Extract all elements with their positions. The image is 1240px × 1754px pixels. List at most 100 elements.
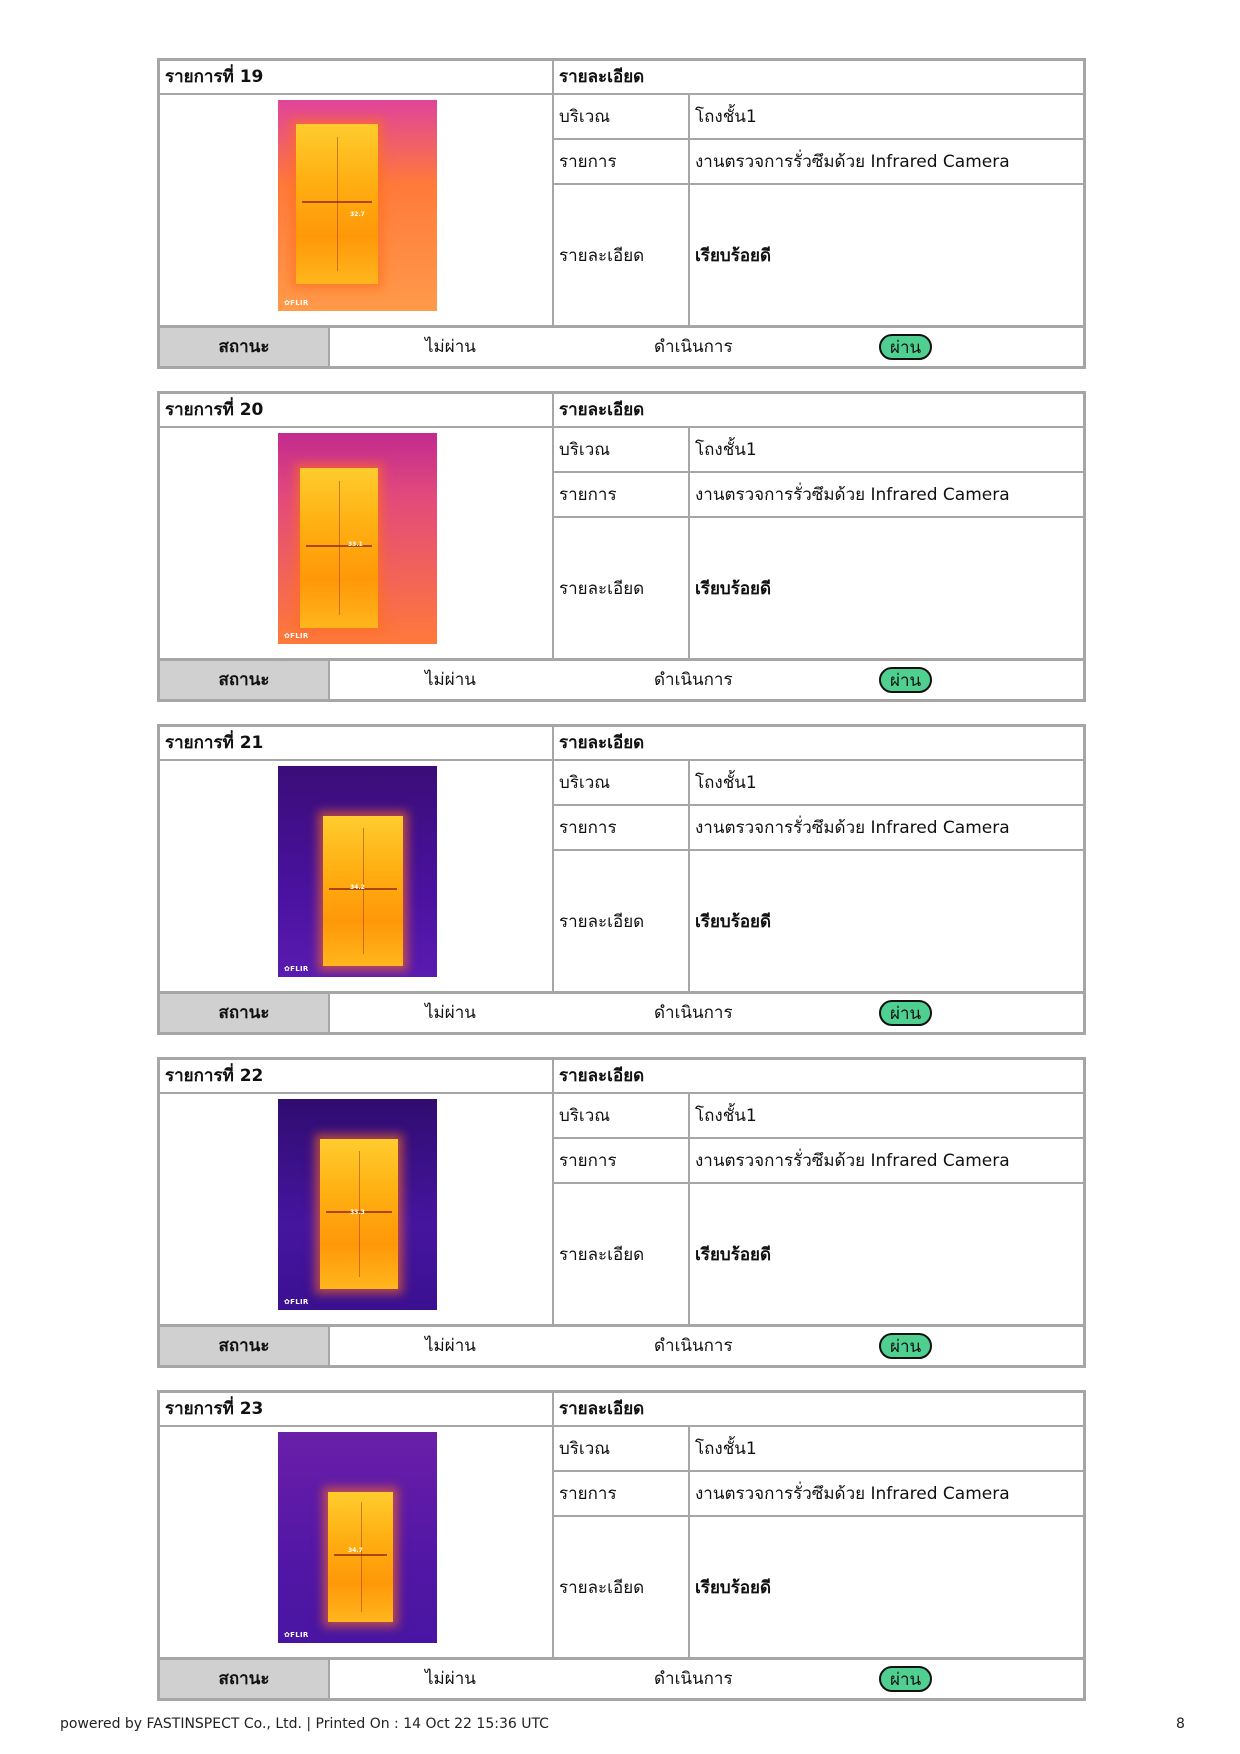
inspection-record: รายการที่ 20 รายละเอียด 33.1 ✿FLIR บริเว… (157, 391, 1086, 702)
flir-icon: ✿ (284, 965, 291, 973)
thermal-image[interactable]: 32.7 ✿FLIR (278, 100, 437, 311)
status-row: สถานะ ไม่ผ่าน ดำเนินการ ผ่าน (160, 991, 1083, 1032)
status-row: สถานะ ไม่ผ่าน ดำเนินการ ผ่าน (160, 325, 1083, 366)
details-header: รายละเอียด (554, 1393, 1083, 1427)
status-option-pass[interactable]: ผ่าน (879, 667, 933, 693)
thermal-hotspot (328, 1492, 393, 1622)
record-title: รายการที่ 22 (160, 1060, 554, 1094)
flir-logo: ✿FLIR (284, 632, 309, 640)
status-row: สถานะ ไม่ผ่าน ดำเนินการ ผ่าน (160, 658, 1083, 699)
thermal-image[interactable]: 33.1 ✿FLIR (278, 433, 437, 644)
item-label: รายการ (554, 806, 690, 849)
status-option-fail[interactable]: ไม่ผ่าน (425, 337, 476, 357)
status-label: สถานะ (160, 328, 330, 366)
detail-row: รายละเอียด เรียบร้อยดี (554, 851, 1083, 991)
status-option-pass[interactable]: ผ่าน (879, 334, 933, 360)
temperature-readout: 33.3 (350, 1209, 365, 1216)
area-label: บริเวณ (554, 95, 690, 138)
item-label: รายการ (554, 473, 690, 516)
inspection-record: รายการที่ 22 รายละเอียด 33.3 ✿FLIR บริเว… (157, 1057, 1086, 1368)
record-title: รายการที่ 21 (160, 727, 554, 761)
temperature-readout: 32.7 (350, 211, 365, 218)
record-title: รายการที่ 19 (160, 61, 554, 95)
status-option-in-progress[interactable]: ดำเนินการ (654, 670, 733, 690)
item-value: งานตรวจการรั่วซึมด้วย Infrared Camera (695, 1151, 1010, 1171)
detail-row: รายละเอียด เรียบร้อยดี (554, 185, 1083, 325)
item-row: รายการ งานตรวจการรั่วซึมด้วย Infrared Ca… (554, 806, 1083, 851)
photo-cell: 33.3 ✿FLIR (160, 1094, 554, 1324)
flir-brand: FLIR (290, 299, 309, 307)
flir-logo: ✿FLIR (284, 965, 309, 973)
status-option-fail[interactable]: ไม่ผ่าน (425, 1336, 476, 1356)
status-option-pass[interactable]: ผ่าน (879, 1000, 933, 1026)
flir-logo: ✿FLIR (284, 1298, 309, 1306)
area-value: โถงชั้น1 (695, 773, 757, 793)
status-option-pass[interactable]: ผ่าน (879, 1666, 933, 1692)
area-value: โถงชั้น1 (695, 107, 757, 127)
flir-icon: ✿ (284, 299, 291, 307)
temperature-readout: 34.2 (350, 884, 365, 891)
area-row: บริเวณ โถงชั้น1 (554, 1427, 1083, 1472)
status-label: สถานะ (160, 1660, 330, 1698)
flir-icon: ✿ (284, 1631, 291, 1639)
area-label: บริเวณ (554, 1427, 690, 1470)
status-option-fail[interactable]: ไม่ผ่าน (425, 1003, 476, 1023)
flir-brand: FLIR (290, 1298, 309, 1306)
detail-label: รายละเอียด (554, 518, 690, 658)
thermal-hotspot (296, 124, 378, 284)
area-row: บริเวณ โถงชั้น1 (554, 761, 1083, 806)
status-label: สถานะ (160, 661, 330, 699)
area-label: บริเวณ (554, 1094, 690, 1137)
temperature-readout: 33.1 (348, 541, 363, 548)
item-value: งานตรวจการรั่วซึมด้วย Infrared Camera (695, 1484, 1010, 1504)
area-label: บริเวณ (554, 761, 690, 804)
flir-icon: ✿ (284, 632, 291, 640)
area-row: บริเวณ โถงชั้น1 (554, 95, 1083, 140)
thermal-image[interactable]: 34.2 ✿FLIR (278, 766, 437, 977)
status-option-fail[interactable]: ไม่ผ่าน (425, 1669, 476, 1689)
page-number: 8 (1176, 1716, 1185, 1732)
status-option-in-progress[interactable]: ดำเนินการ (654, 1336, 733, 1356)
detail-value: เรียบร้อยดี (695, 578, 772, 599)
details-header: รายละเอียด (554, 1060, 1083, 1094)
photo-cell: 33.1 ✿FLIR (160, 428, 554, 658)
flir-brand: FLIR (290, 632, 309, 640)
thermal-hotspot (320, 1139, 398, 1289)
status-option-in-progress[interactable]: ดำเนินการ (654, 337, 733, 357)
thermal-image[interactable]: 34.7 ✿FLIR (278, 1432, 437, 1643)
status-option-pass[interactable]: ผ่าน (879, 1333, 933, 1359)
item-label: รายการ (554, 1472, 690, 1515)
thermal-hotspot (323, 816, 403, 966)
details-header: รายละเอียด (554, 727, 1083, 761)
detail-label: รายละเอียด (554, 1184, 690, 1324)
footer-text: powered by FASTINSPECT Co., Ltd. | Print… (60, 1716, 549, 1732)
thermal-image[interactable]: 33.3 ✿FLIR (278, 1099, 437, 1310)
item-value: งานตรวจการรั่วซึมด้วย Infrared Camera (695, 485, 1010, 505)
item-row: รายการ งานตรวจการรั่วซึมด้วย Infrared Ca… (554, 140, 1083, 185)
details-header: รายละเอียด (554, 394, 1083, 428)
detail-row: รายละเอียด เรียบร้อยดี (554, 1184, 1083, 1324)
detail-value: เรียบร้อยดี (695, 1244, 772, 1265)
item-value: งานตรวจการรั่วซึมด้วย Infrared Camera (695, 152, 1010, 172)
area-row: บริเวณ โถงชั้น1 (554, 1094, 1083, 1139)
status-label: สถานะ (160, 1327, 330, 1365)
inspection-record: รายการที่ 21 รายละเอียด 34.2 ✿FLIR บริเว… (157, 724, 1086, 1035)
status-option-fail[interactable]: ไม่ผ่าน (425, 670, 476, 690)
record-title: รายการที่ 23 (160, 1393, 554, 1427)
photo-cell: 32.7 ✿FLIR (160, 95, 554, 325)
detail-row: รายละเอียด เรียบร้อยดี (554, 518, 1083, 658)
flir-logo: ✿FLIR (284, 1631, 309, 1639)
photo-cell: 34.7 ✿FLIR (160, 1427, 554, 1657)
area-value: โถงชั้น1 (695, 440, 757, 460)
item-row: รายการ งานตรวจการรั่วซึมด้วย Infrared Ca… (554, 1472, 1083, 1517)
status-label: สถานะ (160, 994, 330, 1032)
item-row: รายการ งานตรวจการรั่วซึมด้วย Infrared Ca… (554, 473, 1083, 518)
area-value: โถงชั้น1 (695, 1106, 757, 1126)
status-option-in-progress[interactable]: ดำเนินการ (654, 1669, 733, 1689)
item-label: รายการ (554, 140, 690, 183)
status-row: สถานะ ไม่ผ่าน ดำเนินการ ผ่าน (160, 1324, 1083, 1365)
details-header: รายละเอียด (554, 61, 1083, 95)
status-option-in-progress[interactable]: ดำเนินการ (654, 1003, 733, 1023)
inspection-record: รายการที่ 23 รายละเอียด 34.7 ✿FLIR บริเว… (157, 1390, 1086, 1701)
detail-value: เรียบร้อยดี (695, 911, 772, 932)
